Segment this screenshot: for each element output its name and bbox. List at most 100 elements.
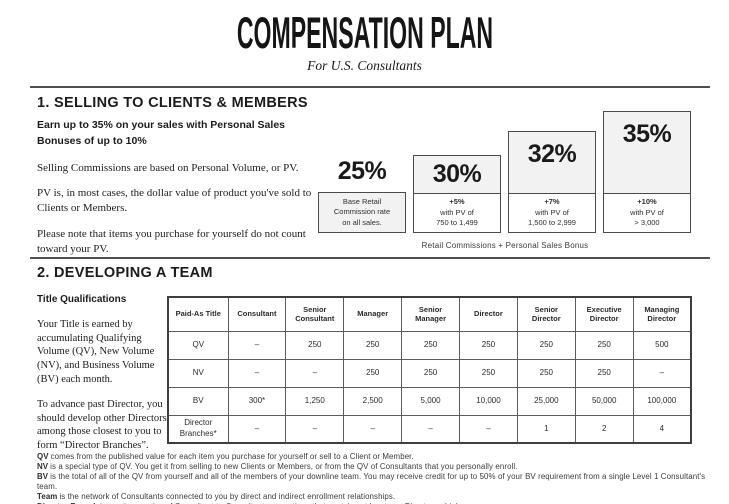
- table-header-cell: Managing Director: [632, 296, 692, 332]
- section2-heading: 2. DEVELOPING A TEAM: [37, 265, 213, 281]
- footnote-term: QV: [37, 452, 49, 461]
- bar-note-line: 1,500 to 2,999: [528, 218, 576, 228]
- table-header-cell: Paid-As Title: [167, 296, 229, 332]
- table-cell: 250: [574, 330, 634, 360]
- table-cell: 250: [516, 330, 576, 360]
- table-cell: 10,000: [459, 386, 518, 416]
- bar-percent-label: 32%: [527, 140, 577, 168]
- table-cell: –: [227, 358, 287, 388]
- bar-note-line: with PV of: [535, 207, 569, 217]
- page-subtitle: For U.S. Consultants: [307, 58, 422, 73]
- table-row-qv: QV – 250 250 250 250 250 250 500: [167, 330, 692, 360]
- section1-paragraph: Please note that items you purchase for …: [37, 228, 306, 255]
- table-cell: 2,500: [343, 386, 403, 416]
- bar-note-line: 750 to 1,499: [436, 218, 478, 228]
- footnote-text: is the total of all of the QV from yours…: [37, 472, 706, 492]
- table-header-cell: Executive Director: [574, 296, 634, 332]
- bar-note: +5% with PV of 750 to 1,499: [414, 193, 500, 232]
- section1-paragraph: PV is, in most cases, the dollar value o…: [37, 187, 312, 215]
- footnote: NV is a special type of QV. You get it fr…: [37, 462, 707, 472]
- footnote-term: NV: [37, 462, 49, 472]
- chart-bar-25: 25% Base Retail Commission rate on all s…: [318, 157, 406, 233]
- footnote-term: Team: [37, 492, 58, 502]
- footnote: Director Branchis a unique series of Con…: [37, 502, 707, 504]
- bar-top-section: 32%: [509, 132, 595, 193]
- footnote-text: is a unique series of Consultant-to-Cons…: [100, 502, 469, 504]
- footnote-term: Director Branch: [37, 502, 98, 504]
- table-cell: 100,000: [632, 386, 692, 416]
- commission-bar-chart: 25% Base Retail Commission rate on all s…: [318, 108, 692, 250]
- table-row-nv: NV – – 250 250 250 250 250 –: [167, 358, 692, 388]
- table-cell: 2: [574, 414, 634, 444]
- footnote-text: is a special type of QV. You get it from…: [50, 462, 518, 472]
- bar-top-section: 35%: [604, 112, 690, 193]
- page-title: COMPENSATION PLAN: [236, 8, 493, 58]
- section2-paragraph: Your Title is earned by accumulating Qua…: [37, 319, 155, 385]
- table-cell: 500: [632, 330, 692, 360]
- table-header-cell: Senior Director: [516, 296, 576, 332]
- table-cell: 4: [632, 414, 692, 444]
- table-cell: –: [459, 414, 518, 444]
- table-cell: 250: [343, 358, 403, 388]
- table-cell: 250: [401, 330, 460, 360]
- table-cell: QV: [167, 330, 229, 360]
- section2-text-column: Title Qualifications Your Title is earne…: [37, 294, 169, 465]
- table-cell: –: [285, 358, 345, 388]
- bar-percent-label: 35%: [622, 120, 672, 148]
- section1-text-column: Earn up to 35% on your sales with Person…: [37, 118, 321, 268]
- bar-note-line: > 3,000: [634, 218, 660, 228]
- page-header: COMPENSATION PLAN: [0, 8, 729, 58]
- chart-bar-32: 32% +7% with PV of 1,500 to 2,999: [508, 131, 596, 233]
- bar-box: 32% +7% with PV of 1,500 to 2,999: [508, 131, 596, 233]
- bar-top-section: 30%: [414, 156, 500, 193]
- table-cell: 300*: [227, 386, 287, 416]
- section1-heading: 1. SELLING TO CLIENTS & MEMBERS: [37, 95, 308, 111]
- table-cell: 250: [516, 358, 576, 388]
- table-header-cell: Director: [459, 296, 518, 332]
- bar-note-line: on all sales.: [342, 217, 382, 227]
- table-header-cell: Manager: [343, 296, 403, 332]
- bar-note-line: Base Retail: [342, 196, 382, 206]
- table-row-bv: BV 300* 1,250 2,500 5,000 10,000 25,000 …: [167, 386, 692, 416]
- table-cell: 250: [459, 330, 518, 360]
- footnote-term: BV: [37, 472, 49, 482]
- chart-caption: Retail Commissions + Personal Sales Bonu…: [421, 241, 589, 250]
- bar-note-line: with PV of: [440, 207, 474, 217]
- chart-bar-30: 30% +5% with PV of 750 to 1,499: [413, 155, 501, 233]
- title-qualifications-table: Paid-As Title Consultant Senior Consulta…: [167, 296, 692, 444]
- table-row-director-branches: Director Branches* – – – – – 1 2 4: [167, 414, 692, 444]
- bar-percent-label: 25%: [337, 157, 387, 185]
- footnotes: QV comes from the published value for eac…: [37, 452, 707, 504]
- table-cell: Director Branches*: [167, 414, 229, 444]
- title-qualifications-heading: Title Qualifications: [37, 294, 127, 305]
- bar-percent-label: 30%: [432, 160, 482, 188]
- table-cell: 1: [516, 414, 576, 444]
- section-divider: [30, 257, 710, 259]
- bar-note: Base Retail Commission rate on all sales…: [319, 193, 405, 232]
- table-cell: 50,000: [574, 386, 634, 416]
- table-cell: NV: [167, 358, 229, 388]
- bar-note: +10% with PV of > 3,000: [604, 193, 690, 232]
- table-cell: 250: [401, 358, 460, 388]
- bar-box: 30% +5% with PV of 750 to 1,499: [413, 155, 501, 233]
- table-cell: –: [401, 414, 460, 444]
- footnote-text: comes from the published value for each …: [50, 452, 414, 461]
- section1-paragraph: Selling Commissions are based on Persona…: [37, 161, 299, 174]
- bar-note: +7% with PV of 1,500 to 2,999: [509, 193, 595, 232]
- table-cell: BV: [167, 386, 229, 416]
- table-header-cell: Senior Consultant: [285, 296, 345, 332]
- table-header-row: Paid-As Title Consultant Senior Consulta…: [167, 296, 692, 332]
- table-cell: 250: [574, 358, 634, 388]
- table-cell: –: [227, 414, 287, 444]
- table-cell: 1,250: [285, 386, 345, 416]
- bar-box: Base Retail Commission rate on all sales…: [318, 192, 406, 233]
- table-cell: 25,000: [516, 386, 576, 416]
- bar-bonus-label: +5%: [449, 197, 465, 207]
- table-cell: –: [227, 330, 287, 360]
- table-cell: –: [285, 414, 345, 444]
- bar-box: 35% +10% with PV of > 3,000: [603, 111, 691, 233]
- table-cell: 250: [343, 330, 403, 360]
- table-cell: 5,000: [401, 386, 460, 416]
- table-header-cell: Consultant: [227, 296, 287, 332]
- section2-paragraph: To advance past Director, you should dev…: [37, 399, 167, 452]
